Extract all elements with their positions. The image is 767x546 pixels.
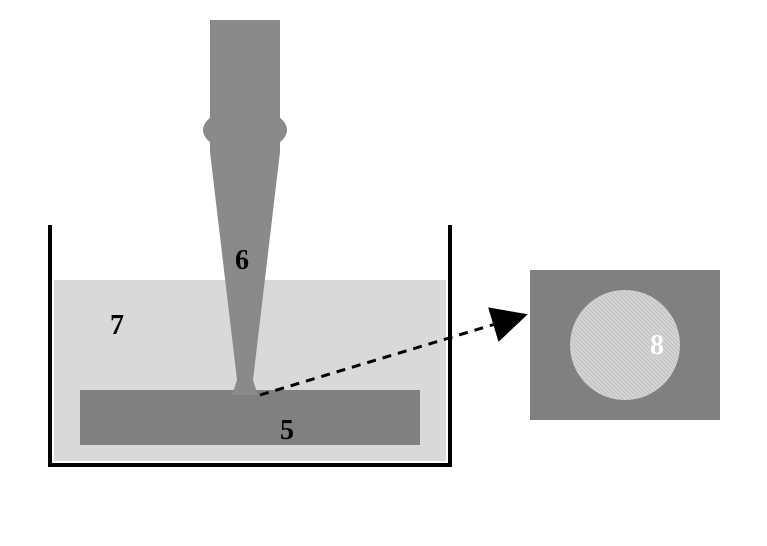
substrate [80,390,420,445]
diagram-stage [0,0,767,546]
label-8: 8 [650,330,664,362]
label-5: 5 [280,415,294,447]
label-6: 6 [235,245,249,277]
label-7: 7 [110,310,124,342]
lens-icon [203,108,287,152]
